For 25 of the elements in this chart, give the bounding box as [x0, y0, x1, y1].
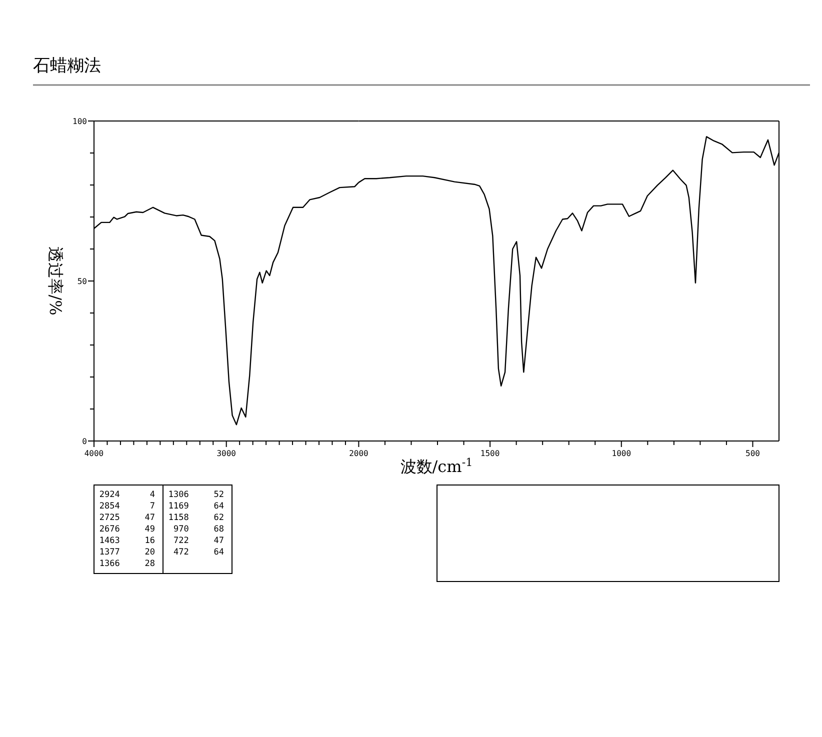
text: 722 47 [174, 536, 224, 546]
y-tick-label: 0 [82, 437, 88, 446]
x-tick-label: 500 [746, 449, 760, 458]
x-tick-label: 1000 [612, 449, 632, 458]
chart-title: 石蜡糊法 [33, 56, 101, 76]
y-axis-title: 透过率/% [46, 246, 65, 316]
x-tick-label: 2000 [349, 449, 369, 458]
y-tick-label: 50 [77, 277, 88, 286]
x-axis-title: 波数/cm$^{-1}$ [400, 456, 473, 476]
x-tick-label: 4000 [84, 449, 104, 458]
x-tick-label: 3000 [216, 449, 236, 458]
text: 1366 28 [99, 559, 155, 569]
text: 472 64 [174, 548, 224, 558]
y-tick-label: 100 [72, 117, 88, 126]
text: 1306 52 [168, 490, 224, 500]
text: 1158 62 [168, 513, 224, 523]
text: 1463 16 [99, 536, 155, 546]
text: 2676 49 [99, 524, 155, 534]
text: 2854 7 [99, 502, 155, 512]
text: 1377 20 [99, 548, 155, 558]
text: 2924 4 [99, 490, 155, 500]
text: 970 68 [174, 524, 224, 534]
text: 2725 47 [99, 513, 155, 523]
x-tick-label: 1500 [480, 449, 500, 458]
text: 1169 64 [168, 502, 224, 512]
